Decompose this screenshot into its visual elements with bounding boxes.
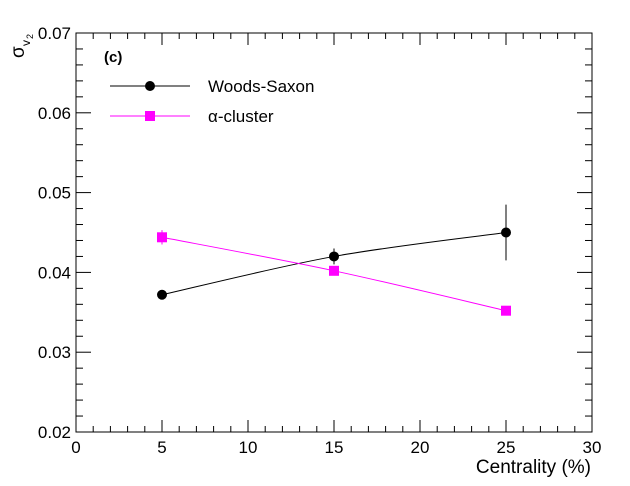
data-point [501, 305, 511, 316]
series-woods-saxon [157, 204, 511, 300]
x-tick-label: 15 [325, 438, 344, 457]
legend-marker [145, 81, 155, 91]
x-tick-label: 30 [583, 438, 602, 457]
legend-entry-alpha-cluster: α-cluster [110, 107, 274, 126]
legend-entry-woods-saxon: Woods-Saxon [110, 77, 314, 96]
legend-marker [145, 111, 155, 121]
panel-label: (c) [104, 49, 122, 66]
data-point [329, 265, 339, 276]
data-point [157, 232, 167, 243]
legend-label: Woods-Saxon [208, 77, 314, 96]
legend-label: α-cluster [208, 107, 274, 126]
y-tick-label: 0.03 [38, 343, 71, 362]
y-tick-label: 0.07 [38, 24, 71, 43]
data-point [329, 251, 339, 262]
plot-border [75, 32, 593, 433]
y-tick-label: 0.05 [38, 184, 71, 203]
axis-ticks: 0 5 10 15 20 25 30 0.02 0.03 0.04 0.05 0.06 0.07 [38, 24, 602, 457]
x-tick-label: 0 [71, 438, 80, 457]
y-axis-title-sigma: σ [8, 46, 29, 58]
y-tick-label: 0.04 [38, 263, 71, 282]
x-tick-label: 25 [497, 438, 516, 457]
series-alpha-cluster [157, 230, 511, 316]
y-tick-label: 0.02 [38, 423, 71, 442]
data-point [501, 227, 511, 238]
y-tick-label: 0.06 [38, 104, 71, 123]
data-point [157, 289, 167, 300]
legend: Woods-Saxon α-cluster [110, 77, 314, 126]
x-tick-label: 10 [239, 438, 258, 457]
series-layer [157, 204, 511, 316]
x-tick-label: 5 [157, 438, 166, 457]
x-axis-title: Centrality (%) [476, 457, 591, 478]
y-axis-title: σ v 2 [8, 34, 35, 58]
y-axis-title-v: v [19, 40, 33, 46]
x-tick-label: 20 [411, 438, 430, 457]
y-axis-title-2: 2 [25, 34, 35, 39]
plot-frame [75, 32, 593, 433]
